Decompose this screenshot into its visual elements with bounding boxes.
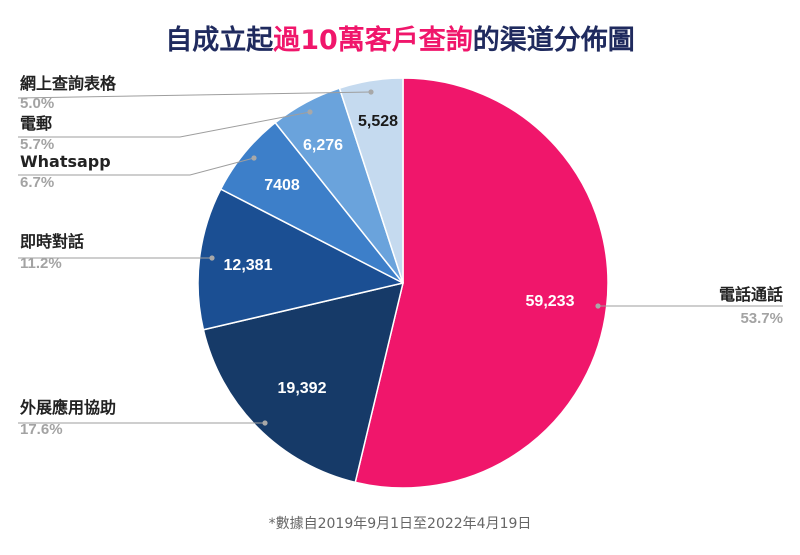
category-percent-1: 17.6% [20,421,63,438]
slice-value-label-2: 12,381 [224,257,273,274]
leader-dot-4 [307,109,313,115]
category-name-5: 網上查詢表格 [20,74,117,93]
category-percent-2: 11.2% [20,255,62,272]
data-period-footnote: *數據自2019年9月1日至2022年4月19日 [268,516,532,532]
leader-line-4 [18,111,311,138]
category-name-2: 即時對話 [20,232,84,251]
category-name-3: Whatsapp [20,152,111,171]
leader-dot-1 [262,420,268,426]
category-name-1: 外展應用協助 [19,398,116,417]
slice-value-label-4: 6,276 [303,137,343,154]
pie-leader-lines [17,89,783,426]
slice-value-label-5: 5,528 [358,113,398,130]
leader-line-5 [17,91,372,99]
leader-dot-2 [209,255,215,261]
pie-slice-1 [202,282,404,484]
slice-value-label-0: 59,233 [526,293,575,310]
pie-value-labels: 59,233 19,392 12,381 7408 6,276 5,528 [224,113,575,397]
title-prefix: 自成立起 [165,25,274,56]
pie-category-labels: 電話通話 53.7% 外展應用協助 17.6% 即時對話 11.2% Whatsapp 6.7… [19,74,783,438]
pie-slice-0 [354,77,609,489]
leader-dot-0 [595,303,601,309]
category-percent-4: 5.7% [20,136,54,153]
pie-slices [197,77,609,489]
leader-dot-5 [368,89,374,95]
category-percent-3: 6.7% [20,174,54,191]
chart-title: 自成立起過10萬客戶查詢的渠道分佈圖 [0,18,800,57]
pie-slice-5 [338,77,404,284]
slice-value-label-1: 19,392 [278,380,327,397]
slice-value-label-3: 7408 [264,177,300,194]
category-name-4: 電郵 [20,114,52,133]
category-percent-0: 53.7% [740,310,783,327]
title-highlight: 過10萬客戶查詢 [273,25,473,56]
leader-dot-3 [251,155,257,161]
category-name-0: 電話通話 [719,285,783,304]
leader-line-3 [18,157,255,176]
title-suffix: 的渠道分佈圖 [472,25,635,56]
category-percent-5: 5.0% [20,95,54,112]
